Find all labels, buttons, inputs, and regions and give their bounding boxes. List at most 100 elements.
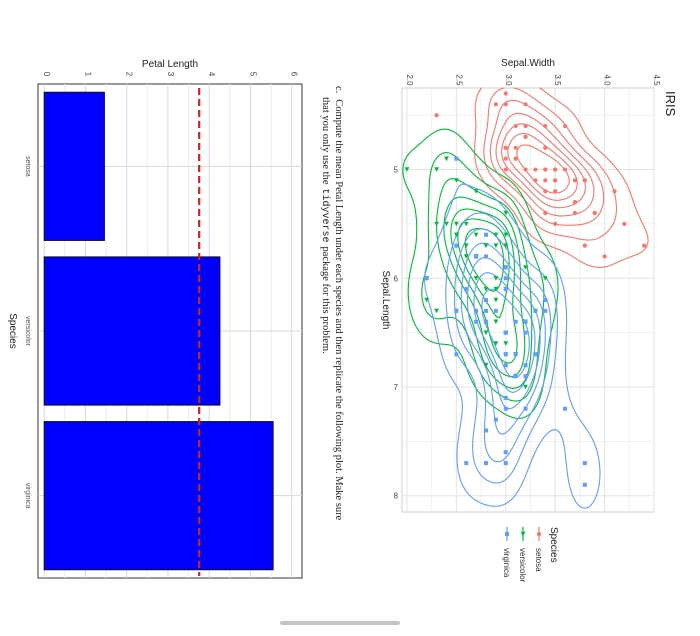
point-virginica bbox=[503, 287, 508, 292]
point-virginica bbox=[533, 308, 538, 313]
point-versicolor bbox=[434, 221, 439, 227]
point-virginica bbox=[503, 461, 508, 466]
bar-x-tick-label-versicolor: versicolor bbox=[24, 316, 31, 347]
point-versicolor bbox=[483, 363, 489, 368]
problem-label: c. bbox=[333, 86, 344, 93]
point-virginica bbox=[454, 243, 459, 248]
point-virginica bbox=[523, 319, 528, 324]
point-versicolor bbox=[473, 276, 479, 281]
point-setosa bbox=[572, 200, 578, 205]
point-setosa bbox=[582, 178, 587, 183]
bar-y-tick-label: 4 bbox=[207, 72, 216, 77]
scatter-x-tick-label: 6 bbox=[394, 274, 399, 283]
point-versicolor bbox=[493, 319, 499, 325]
point-virginica bbox=[484, 461, 488, 466]
point-virginica bbox=[543, 308, 548, 313]
bar-x-tick-label-virginica: virginica bbox=[24, 483, 31, 509]
scatter-x-tick-label: 8 bbox=[394, 492, 399, 501]
point-virginica bbox=[484, 298, 488, 302]
point-versicolor bbox=[424, 297, 430, 303]
point-versicolor bbox=[503, 210, 509, 216]
legend-key-marker-setosa bbox=[536, 531, 542, 537]
problem-line-2-end: package for this problem. bbox=[320, 247, 331, 354]
scatter-points bbox=[404, 91, 647, 487]
contour-setosa bbox=[507, 133, 578, 201]
point-setosa bbox=[553, 167, 558, 172]
point-versicolor bbox=[444, 221, 449, 227]
scatter-y-tick-labels: 2.0 2.5 3.0 3.5 4.0 4.5 bbox=[405, 74, 661, 86]
point-virginica bbox=[533, 352, 538, 357]
point-setosa bbox=[503, 102, 508, 107]
bar-bars bbox=[43, 91, 274, 571]
contour-setosa bbox=[495, 112, 595, 217]
point-versicolor bbox=[463, 221, 469, 227]
point-virginica bbox=[493, 417, 498, 422]
contour-setosa bbox=[474, 87, 649, 268]
point-virginica bbox=[493, 308, 498, 313]
point-setosa bbox=[543, 178, 548, 183]
point-setosa bbox=[572, 210, 578, 216]
point-versicolor bbox=[483, 286, 489, 292]
point-setosa bbox=[582, 243, 587, 248]
scatter-y-axis-label: Sepal.Width bbox=[501, 58, 555, 69]
point-versicolor bbox=[493, 232, 499, 238]
point-versicolor bbox=[473, 189, 479, 194]
point-versicolor bbox=[503, 341, 509, 346]
point-versicolor bbox=[493, 243, 499, 248]
point-virginica bbox=[454, 156, 459, 161]
point-setosa bbox=[533, 178, 538, 183]
point-versicolor bbox=[463, 254, 469, 259]
point-versicolor bbox=[454, 221, 459, 227]
problem-line-2-start: that you only use the bbox=[320, 97, 331, 185]
contour-virginica bbox=[466, 257, 541, 410]
point-versicolor bbox=[434, 167, 439, 172]
point-setosa bbox=[553, 221, 558, 226]
point-versicolor bbox=[404, 167, 410, 172]
point-setosa bbox=[543, 189, 548, 194]
point-setosa bbox=[562, 167, 568, 172]
legend-key-marker-versicolor bbox=[520, 531, 526, 537]
point-virginica bbox=[484, 232, 488, 237]
contour-virginica bbox=[424, 183, 601, 509]
point-setosa bbox=[523, 134, 528, 140]
point-setosa bbox=[543, 210, 548, 216]
point-virginica bbox=[582, 461, 587, 466]
point-versicolor bbox=[493, 286, 499, 292]
point-virginica bbox=[503, 363, 508, 368]
bar-y-tick-label: 0 bbox=[42, 72, 51, 77]
scroll-indicator[interactable] bbox=[280, 621, 400, 625]
iris-scatter-chart: 5 6 7 8 2.0 2.5 3.0 3.5 4.0 4.5 IRIS Sepal.Lengt… bbox=[380, 58, 678, 583]
bar-x-axis-label: Species bbox=[7, 313, 18, 349]
scatter-y-tick-label: 3.5 bbox=[553, 74, 562, 86]
point-setosa bbox=[642, 243, 647, 248]
point-virginica bbox=[454, 308, 459, 313]
bar-y-tick-label: 1 bbox=[83, 72, 92, 77]
point-setosa bbox=[513, 123, 518, 129]
point-setosa bbox=[592, 210, 597, 216]
point-virginica bbox=[513, 352, 518, 357]
point-virginica bbox=[523, 374, 528, 379]
scatter-y-tick-label: 3.0 bbox=[504, 74, 513, 86]
point-setosa bbox=[612, 189, 617, 194]
bar-setosa bbox=[43, 91, 105, 241]
point-virginica bbox=[454, 352, 459, 357]
point-versicolor bbox=[444, 156, 449, 162]
scatter-y-tick-label: 2.5 bbox=[454, 74, 463, 86]
point-setosa bbox=[572, 178, 578, 183]
point-setosa bbox=[562, 123, 568, 129]
point-setosa bbox=[602, 254, 607, 259]
point-virginica bbox=[523, 330, 528, 335]
bar-y-tick-label: 3 bbox=[166, 72, 175, 77]
point-versicolor bbox=[463, 243, 469, 248]
point-versicolor bbox=[493, 297, 499, 303]
point-virginica bbox=[503, 395, 508, 400]
scatter-y-tick-label: 4.0 bbox=[603, 74, 612, 86]
point-virginica bbox=[513, 374, 518, 379]
point-versicolor bbox=[503, 232, 509, 238]
point-versicolor bbox=[493, 341, 499, 346]
problem-line-1-text: Compute the mean Petal Length under each… bbox=[333, 99, 344, 520]
scatter-x-tick-label: 7 bbox=[394, 383, 399, 392]
legend-label-setosa: setosa bbox=[534, 548, 543, 572]
point-versicolor bbox=[493, 276, 499, 281]
point-virginica bbox=[474, 319, 479, 324]
